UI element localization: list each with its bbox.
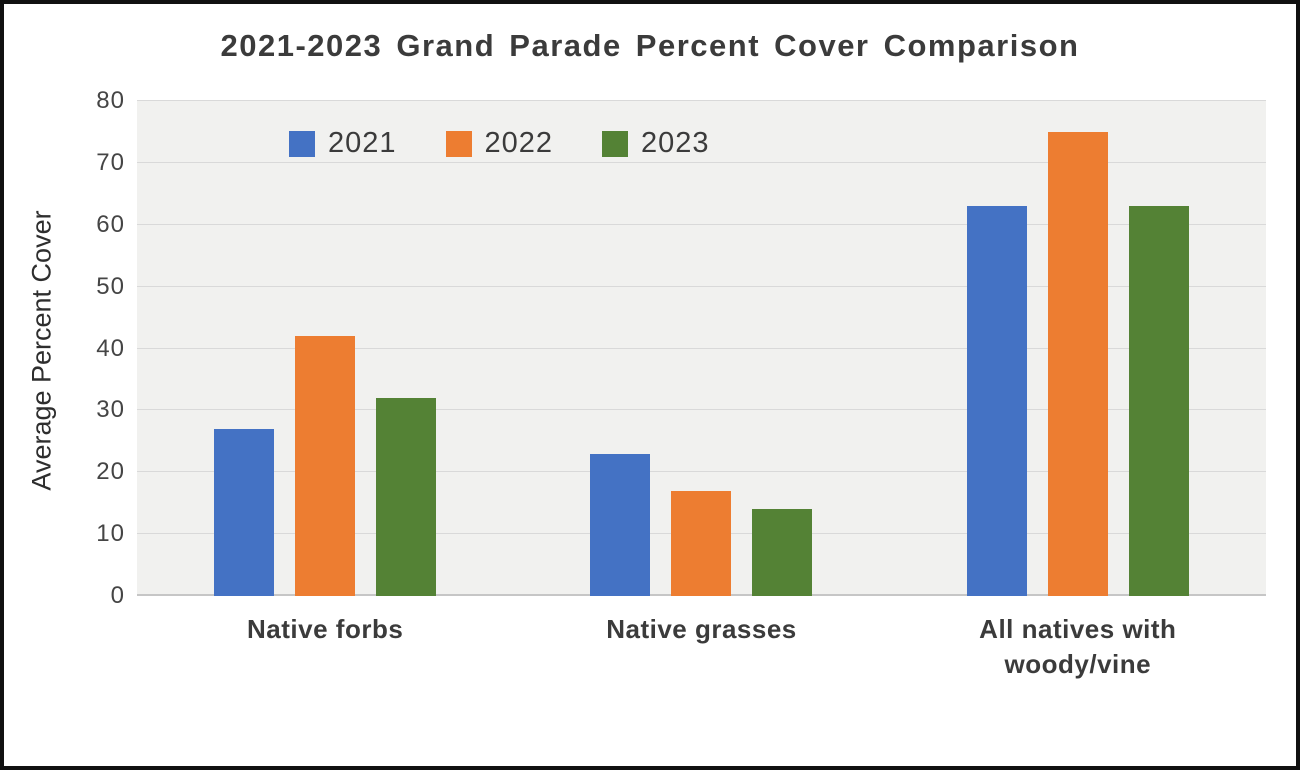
bar-group — [513, 101, 889, 596]
bar-2023 — [1128, 206, 1189, 596]
legend-swatch-2023 — [602, 130, 629, 157]
bar-2021 — [214, 428, 275, 596]
category-label-text: Native forbs — [247, 614, 404, 644]
bar-group — [890, 101, 1266, 596]
bar-2023 — [376, 398, 437, 596]
legend-item-2022: 2022 — [445, 127, 554, 160]
gridline — [137, 285, 1266, 287]
y-tick-label: 80 — [96, 87, 125, 114]
category-label-text: Native grasses — [606, 614, 797, 644]
bar-2021 — [966, 206, 1027, 596]
y-tick-label: 10 — [96, 520, 125, 548]
y-tick-label: 50 — [96, 272, 125, 300]
y-tick-label: 20 — [96, 458, 125, 486]
gridline — [137, 347, 1266, 349]
gridline — [137, 100, 1266, 101]
category-label: Native grasses — [513, 612, 889, 682]
y-tick-label: 70 — [96, 148, 125, 176]
legend-item-2023: 2023 — [602, 127, 710, 160]
chart-title: 2021-2023 Grand Parade Percent Cover Com… — [220, 28, 1080, 63]
legend-label: 2023 — [641, 127, 710, 159]
y-tick-label: 0 — [110, 582, 125, 609]
gridline — [137, 409, 1266, 411]
gridline — [137, 471, 1266, 473]
gridline — [137, 161, 1266, 163]
bar-2022 — [671, 490, 732, 596]
category-label: Native forbs — [137, 612, 513, 682]
category-label: All natives with woody/vine — [890, 612, 1266, 682]
bar-2022 — [295, 336, 356, 596]
legend-label: 2022 — [484, 127, 554, 159]
legend-swatch-2021 — [289, 130, 315, 157]
legend-swatch-2022 — [445, 130, 472, 157]
plot-area: 2021 2022 2023 — [137, 100, 1266, 596]
legend-label: 2021 — [328, 127, 397, 159]
y-axis-tick-labels: 0 10 20 30 40 50 60 70 80 — [4, 87, 125, 609]
y-tick-label: 60 — [96, 210, 125, 238]
bar-2023 — [752, 509, 813, 596]
category-label-text: All natives with woody/vine — [979, 614, 1177, 680]
x-axis-category-labels: Native forbs Native grasses All natives wi… — [137, 612, 1266, 682]
bar-2021 — [590, 453, 651, 596]
bar-2022 — [1047, 131, 1108, 596]
bar-groups — [137, 101, 1266, 596]
bar-group — [137, 101, 513, 596]
gridline — [137, 223, 1266, 225]
legend: 2021 2022 2023 — [289, 127, 710, 160]
y-tick-label: 30 — [96, 396, 125, 424]
legend-item-2021: 2021 — [289, 127, 397, 160]
y-tick-label: 40 — [96, 334, 125, 362]
